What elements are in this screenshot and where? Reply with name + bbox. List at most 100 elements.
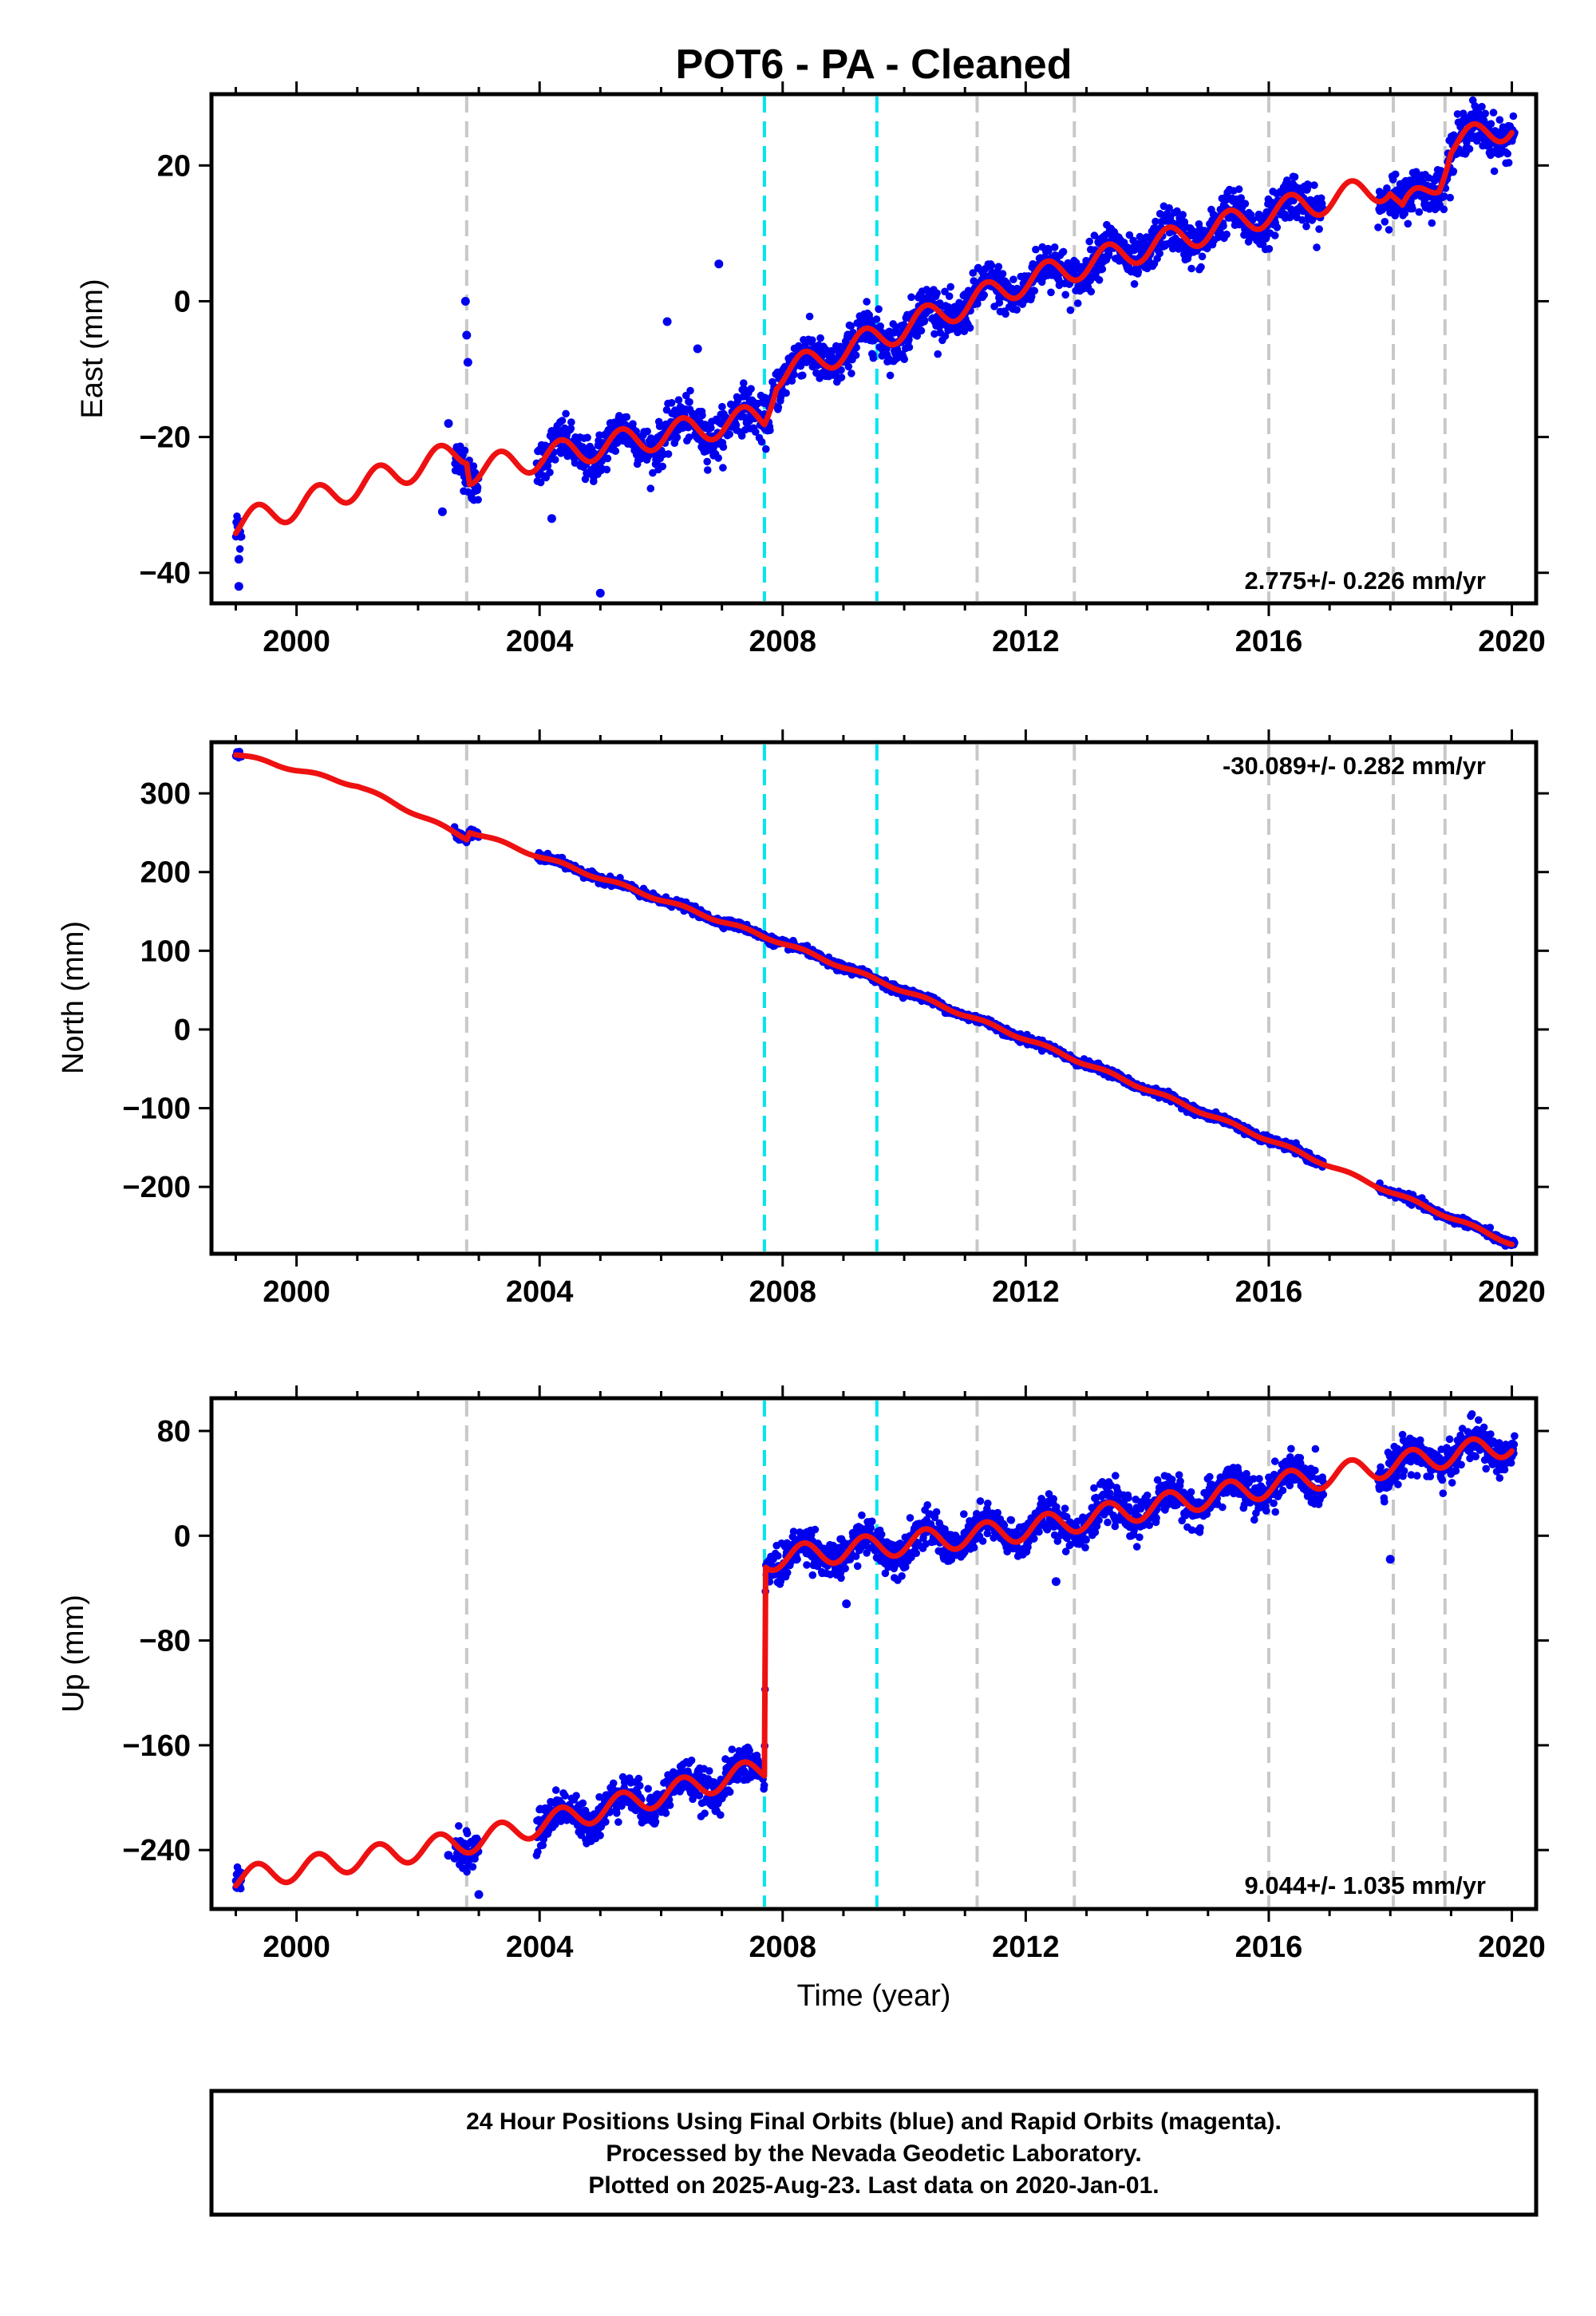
up-data-point — [551, 1786, 560, 1794]
east-data-point — [933, 289, 941, 298]
east-data-point — [1009, 275, 1017, 284]
north-y-tick-label: 0 — [174, 1014, 191, 1047]
east-data-point — [1130, 280, 1139, 288]
east-data-point — [1270, 231, 1279, 239]
east-x-tick-label: 2016 — [1235, 625, 1303, 658]
east-data-point — [774, 403, 783, 412]
east-data-point — [686, 386, 694, 395]
east-data-point — [946, 283, 954, 291]
north-y-tick-label: 100 — [140, 935, 191, 968]
east-data-point — [900, 355, 908, 364]
east-data-point — [673, 433, 681, 441]
east-outlier-point — [460, 297, 470, 306]
up-data-point — [463, 1829, 472, 1838]
east-data-point — [1404, 219, 1412, 228]
east-data-point — [562, 409, 570, 418]
east-data-point — [966, 324, 974, 332]
east-data-point — [725, 430, 733, 438]
east-data-point — [1310, 181, 1318, 189]
east-data-point — [718, 402, 726, 411]
east-data-point — [1265, 245, 1274, 253]
east-data-point — [1223, 230, 1231, 239]
up-data-point — [579, 1799, 587, 1808]
east-data-point — [1013, 306, 1021, 314]
east-rate-label: 2.775+/- 0.226 mm/yr — [1245, 567, 1486, 595]
east-data-point — [719, 464, 727, 472]
east-data-point — [847, 370, 855, 377]
east-data-point — [1509, 112, 1518, 121]
east-data-point — [998, 270, 1007, 278]
east-y-tick-label: −40 — [140, 557, 191, 591]
east-data-point — [235, 545, 244, 553]
east-data-point — [719, 443, 728, 451]
east-outlier-point — [234, 555, 243, 564]
east-data-point — [698, 411, 706, 420]
east-data-point — [649, 468, 657, 477]
east-data-point — [886, 371, 895, 380]
up-data-point — [561, 1792, 569, 1800]
east-data-point — [704, 466, 712, 474]
east-data-point — [1156, 249, 1163, 258]
east-data-point — [643, 427, 651, 436]
east-data-point — [1415, 207, 1424, 216]
east-data-point — [945, 292, 954, 301]
east-data-point — [851, 351, 860, 359]
east-data-point — [1179, 211, 1187, 219]
east-data-point — [1381, 218, 1389, 226]
east-data-point — [546, 468, 554, 476]
east-x-tick-label: 2004 — [506, 625, 574, 658]
east-data-point — [1219, 222, 1227, 231]
east-data-point — [685, 433, 693, 441]
east-data-point — [567, 418, 575, 426]
east-data-point — [917, 326, 926, 335]
east-data-point — [707, 424, 715, 432]
east-data-point — [1085, 237, 1093, 246]
east-data-point — [816, 334, 824, 342]
east-data-point — [1313, 243, 1321, 251]
east-data-point — [583, 433, 591, 442]
east-data-point — [611, 447, 620, 455]
east-data-point — [1392, 170, 1400, 179]
north-x-tick-label: 2020 — [1478, 1275, 1546, 1309]
east-data-point — [1495, 116, 1504, 124]
east-y-axis-label: East (mm) — [76, 279, 109, 418]
east-data-point — [805, 312, 814, 321]
east-data-point — [747, 385, 755, 393]
east-data-point — [674, 396, 683, 405]
east-data-point — [1503, 149, 1511, 158]
east-data-point — [1315, 225, 1323, 233]
east-data-point — [558, 417, 567, 425]
east-data-point — [1032, 245, 1040, 254]
east-outlier-point — [595, 588, 605, 598]
east-data-point — [1050, 243, 1059, 251]
east-data-point — [1198, 252, 1207, 261]
east-data-point — [233, 512, 241, 520]
east-data-point — [1098, 265, 1107, 274]
east-data-point — [1273, 223, 1282, 231]
east-data-point — [1087, 287, 1096, 296]
up-data-point — [572, 1792, 580, 1800]
north-y-tick-label: −100 — [122, 1093, 191, 1126]
east-data-point — [762, 445, 770, 453]
east-data-point — [1428, 219, 1436, 227]
east-outlier-point — [547, 514, 556, 524]
east-data-point — [766, 426, 774, 434]
north-x-tick-label: 2004 — [506, 1275, 574, 1309]
east-data-point — [685, 397, 693, 406]
east-outlier-point — [437, 507, 447, 516]
east-data-point — [567, 425, 575, 433]
east-data-point — [872, 315, 881, 323]
east-data-point — [473, 484, 482, 492]
north-y-tick-label: 300 — [140, 777, 191, 811]
east-data-point — [664, 450, 673, 458]
east-data-point — [799, 371, 807, 380]
east-data-point — [646, 484, 655, 492]
east-data-point — [863, 298, 871, 306]
up-data-point — [463, 1867, 471, 1876]
east-data-point — [1187, 264, 1195, 273]
east-y-tick-label: 20 — [157, 149, 191, 183]
east-data-point — [714, 454, 722, 462]
east-y-tick-label: 0 — [174, 285, 191, 318]
